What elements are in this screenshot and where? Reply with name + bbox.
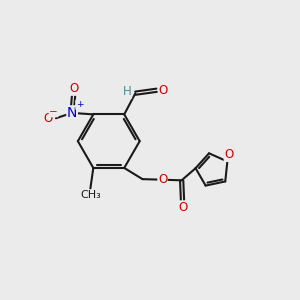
Text: CH₃: CH₃: [80, 190, 101, 200]
Text: O: O: [158, 84, 168, 97]
Text: H: H: [123, 85, 132, 98]
Text: O: O: [158, 173, 167, 186]
Text: O: O: [43, 112, 52, 125]
Text: O: O: [178, 201, 187, 214]
Text: O: O: [69, 82, 78, 95]
Text: N: N: [67, 106, 77, 120]
Text: +: +: [76, 100, 83, 109]
Text: −: −: [49, 107, 58, 117]
Text: O: O: [224, 148, 233, 161]
